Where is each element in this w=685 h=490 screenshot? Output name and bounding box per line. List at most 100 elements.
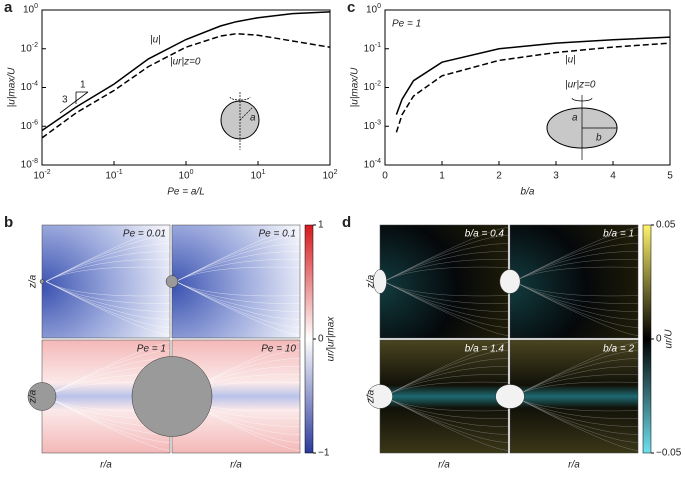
body <box>499 269 521 294</box>
panel-annotation: b/a = 1 <box>603 229 634 240</box>
series-line <box>41 11 331 132</box>
panel-label: a <box>4 0 13 16</box>
series-label: |ur|z=0 <box>170 57 201 68</box>
x-axis-label: r/a <box>438 460 450 471</box>
slope-label: 1 <box>80 80 86 91</box>
streamline <box>45 227 171 336</box>
y-tick-label: 10-1 <box>364 42 381 55</box>
streamline <box>45 266 171 297</box>
panel-annotation: b/a = 0.4 <box>465 229 505 240</box>
panel-annotation: b/a = 2 <box>603 344 634 355</box>
x-tick-label: 10-1 <box>105 169 122 182</box>
body <box>373 269 387 294</box>
colorbar <box>304 224 314 454</box>
body <box>27 382 57 411</box>
colorbar-tick-label: 1 <box>318 220 324 231</box>
inset-label: a <box>250 113 256 124</box>
field-panel <box>41 224 171 339</box>
x-tick-label: 0 <box>382 171 388 182</box>
inset-label: a <box>572 113 578 124</box>
series-line <box>395 42 671 133</box>
x-axis-label: r/a <box>568 460 580 471</box>
y-axis-label: |u|max/U <box>7 67 18 107</box>
y-tick-label: 10-4 <box>21 80 38 93</box>
x-tick-label: 102 <box>322 169 337 182</box>
y-tick-label: 10-6 <box>21 119 38 132</box>
y-axis-label: z/a <box>28 389 39 404</box>
series-label: |u| <box>150 35 161 46</box>
x-axis-label: Pe = a/L <box>167 187 205 198</box>
body <box>131 356 213 437</box>
field-panel <box>509 224 639 339</box>
x-axis-label: r/a <box>100 460 112 471</box>
y-tick-label: 100 <box>366 3 381 16</box>
streamline <box>513 342 639 451</box>
streamline <box>513 266 639 297</box>
series-line <box>41 32 331 139</box>
inset-axis <box>229 92 253 150</box>
x-tick-label: 10-2 <box>33 169 50 182</box>
x-tick-label: 1 <box>439 171 445 182</box>
x-tick-label: 4 <box>610 171 616 182</box>
colorbar-tick-label: −1 <box>318 448 330 459</box>
streamline <box>175 266 301 297</box>
plot-frame <box>384 9 671 166</box>
colorbar-tick-label: 0 <box>656 334 662 345</box>
slope-triangle <box>59 91 89 114</box>
field-panel <box>379 339 509 454</box>
inset-axis <box>571 95 617 160</box>
y-tick-label: 10-2 <box>364 80 381 93</box>
streamline <box>383 342 509 451</box>
x-axis-label: b/a <box>521 187 535 198</box>
panel-annotation: Pe = 10 <box>261 344 296 355</box>
streamline <box>383 227 509 336</box>
y-axis-label: z/a <box>28 274 39 289</box>
streamline <box>45 342 171 451</box>
body <box>495 384 525 409</box>
x-tick-label: 3 <box>553 171 559 182</box>
colorbar <box>642 224 652 454</box>
annotation: Pe = 1 <box>392 19 421 30</box>
x-tick-label: 100 <box>178 169 193 182</box>
body <box>367 384 393 409</box>
y-tick-label: 10-8 <box>21 158 38 171</box>
panel-label: c <box>347 0 355 16</box>
inset-label: b <box>596 133 602 144</box>
colorbar-label: ur/U <box>664 329 675 349</box>
y-tick-label: 10-2 <box>21 42 38 55</box>
colorbar-tick-label: 0 <box>318 334 324 345</box>
streamline <box>513 227 639 336</box>
streamline <box>175 227 301 336</box>
y-axis-label: z/a <box>366 274 377 289</box>
panel-annotation: b/a = 1.4 <box>465 344 505 355</box>
field-panel <box>509 339 639 454</box>
colorbar-label: ur/|ur|max <box>326 316 337 362</box>
x-tick-label: 2 <box>496 171 502 182</box>
slope-label: 3 <box>62 95 68 106</box>
streamline <box>383 266 509 297</box>
body <box>165 275 179 288</box>
plot-frame <box>41 9 331 166</box>
colorbar-tick-label: 0.05 <box>656 220 676 231</box>
x-tick-label: 5 <box>667 171 673 182</box>
colorbar-tick-label: −0.05 <box>656 448 682 459</box>
series-line <box>395 36 671 115</box>
y-tick-label: 10-4 <box>364 158 381 171</box>
y-axis-label: |u|max/U <box>350 67 361 107</box>
y-axis-label: z/a <box>366 389 377 404</box>
panel-label: b <box>4 214 13 231</box>
panel-annotation: Pe = 0.1 <box>258 229 296 240</box>
x-axis-label: r/a <box>230 460 242 471</box>
panel-annotation: Pe = 1 <box>137 344 166 355</box>
panel-label: d <box>342 214 351 231</box>
field-panel <box>171 224 301 339</box>
y-tick-label: 10-3 <box>364 119 381 132</box>
x-tick-label: 101 <box>250 169 265 182</box>
panel-annotation: Pe = 0.01 <box>123 229 166 240</box>
body <box>39 279 45 284</box>
y-tick-label: 100 <box>23 3 38 16</box>
series-label: |ur|z=0 <box>565 80 596 91</box>
series-label: |u| <box>565 55 576 66</box>
field-panel <box>379 224 509 339</box>
